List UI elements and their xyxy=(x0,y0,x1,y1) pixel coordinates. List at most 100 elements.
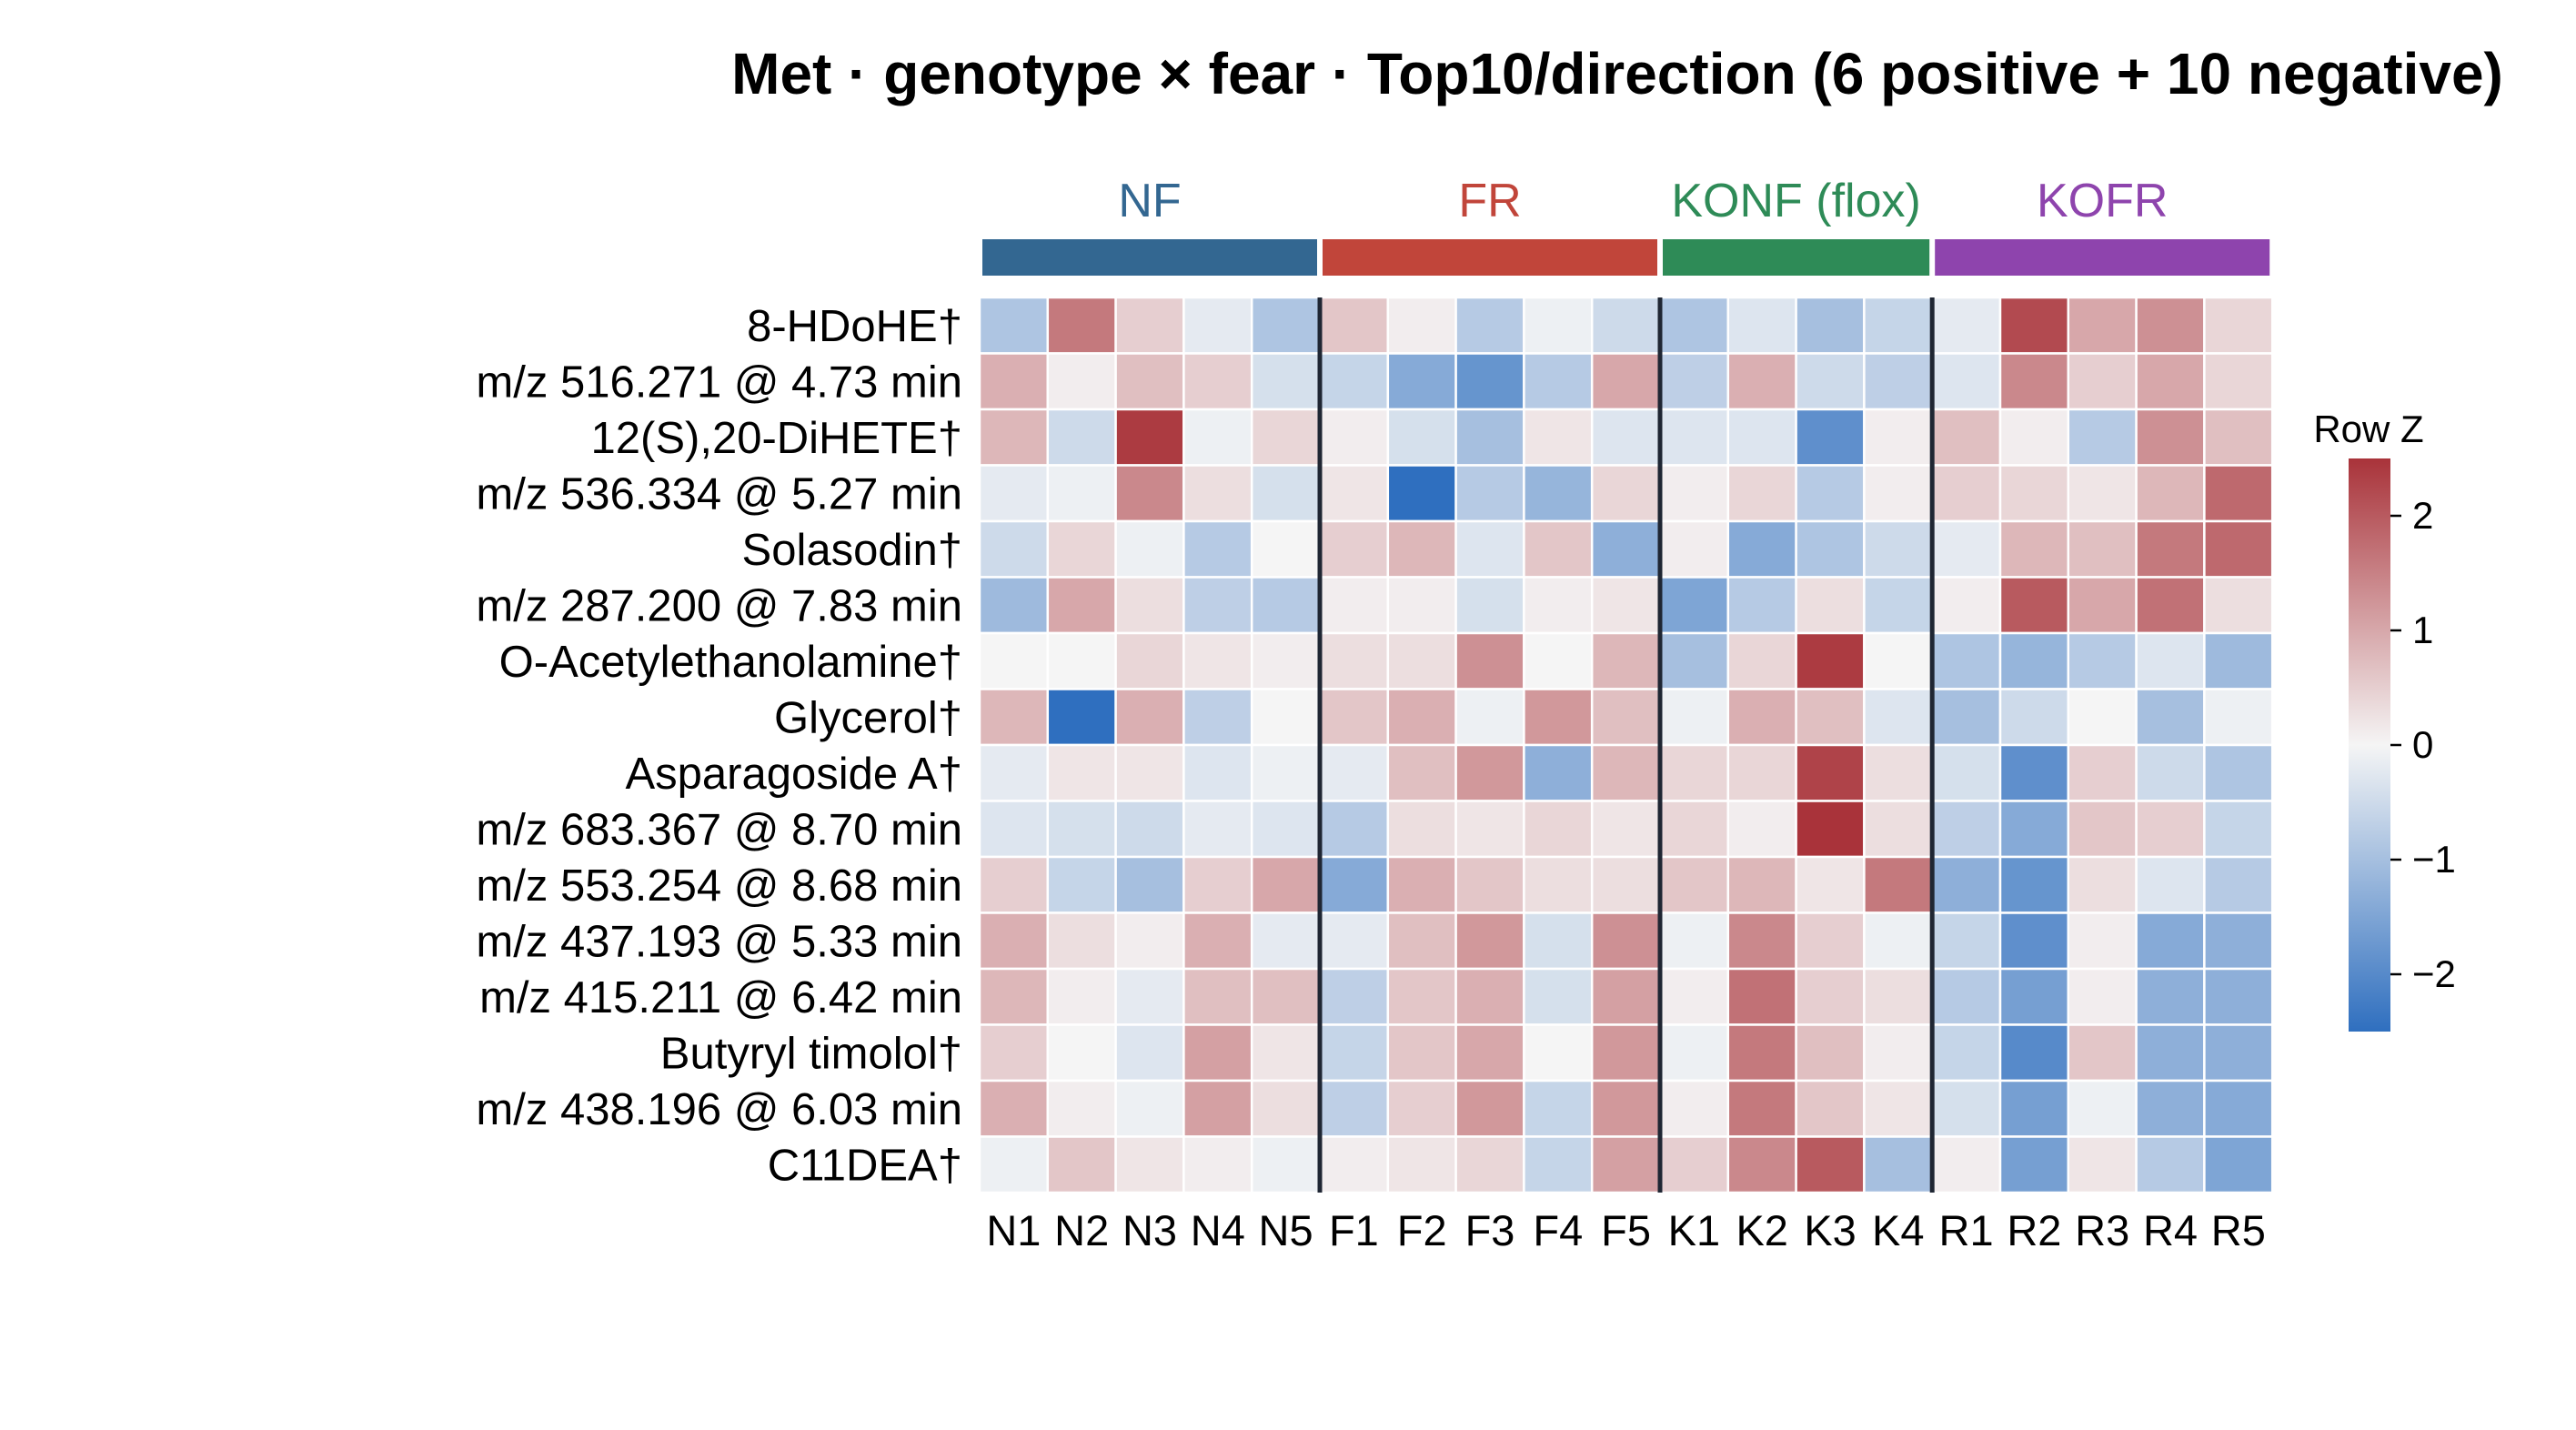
heatmap-cell xyxy=(2067,519,2138,579)
heatmap-cell xyxy=(2203,576,2274,635)
row-label: Asparagoside A† xyxy=(626,750,963,799)
heatmap-cell xyxy=(1998,911,2070,971)
heatmap-cell xyxy=(1523,464,1594,523)
colorbar-gradient xyxy=(2349,458,2390,1032)
heatmap-cell xyxy=(1250,688,1322,747)
heatmap-cell xyxy=(2203,967,2274,1026)
heatmap-cell xyxy=(1250,352,1322,411)
heatmap-cell xyxy=(2203,352,2274,411)
heatmap-cell xyxy=(1386,855,1457,914)
heatmap-cell xyxy=(1114,688,1185,747)
heatmap-cell xyxy=(1114,631,1185,690)
heatmap-cell xyxy=(1454,688,1525,747)
heatmap-cell xyxy=(1250,1023,1322,1083)
heatmap-cell xyxy=(1795,855,1866,914)
heatmap-cell xyxy=(2203,631,2274,690)
heatmap-cell xyxy=(1046,576,1117,635)
heatmap-cell xyxy=(1726,967,1797,1026)
heatmap-cell xyxy=(1998,464,2070,523)
heatmap-cell xyxy=(2067,1135,2138,1194)
column-label: K3 xyxy=(1804,1206,1857,1254)
heatmap-cell xyxy=(1658,1023,1730,1083)
heatmap-cell xyxy=(1930,576,2002,635)
heatmap-cell xyxy=(2203,855,2274,914)
heatmap-cell xyxy=(1386,1023,1457,1083)
heatmap-cell xyxy=(1863,743,1934,802)
heatmap-cell xyxy=(2067,800,2138,859)
heatmap-cell xyxy=(1318,408,1390,467)
heatmap-cell xyxy=(1182,855,1253,914)
heatmap-cell xyxy=(1046,688,1117,747)
heatmap-cell xyxy=(1726,352,1797,411)
heatmap-cell xyxy=(1182,911,1253,971)
column-label: F4 xyxy=(1533,1206,1583,1254)
heatmap-cell xyxy=(1930,1135,2002,1194)
heatmap-cell xyxy=(978,352,1050,411)
heatmap-cell xyxy=(1250,800,1322,859)
heatmap-cell xyxy=(1318,967,1390,1026)
heatmap-cell xyxy=(1114,352,1185,411)
heatmap-cell xyxy=(1454,296,1525,355)
heatmap-cell xyxy=(1930,911,2002,971)
heatmap-cell xyxy=(1114,576,1185,635)
heatmap-cell xyxy=(1658,631,1730,690)
heatmap-cell xyxy=(1658,464,1730,523)
heatmap-cell xyxy=(1250,911,1322,971)
heatmap-cell xyxy=(1046,631,1117,690)
heatmap-cell xyxy=(2135,911,2206,971)
heatmap-cell xyxy=(1114,855,1185,914)
heatmap-cell xyxy=(1998,408,2070,467)
heatmap-cell xyxy=(1795,519,1866,579)
row-label: 12(S),20-DiHETE† xyxy=(591,414,962,463)
heatmap-cell xyxy=(1250,408,1322,467)
heatmap-cell xyxy=(1658,743,1730,802)
colorbar-tick-label: 1 xyxy=(2412,609,2433,651)
heatmap-cell xyxy=(1250,296,1322,355)
heatmap-cell xyxy=(1182,800,1253,859)
heatmap-cell xyxy=(1182,464,1253,523)
column-label: F3 xyxy=(1465,1206,1515,1254)
heatmap-cell xyxy=(1863,464,1934,523)
heatmap-cell xyxy=(1658,688,1730,747)
heatmap-cell xyxy=(1795,967,1866,1026)
heatmap-cell xyxy=(978,631,1050,690)
heatmap-cell xyxy=(2067,743,2138,802)
heatmap-cell xyxy=(1318,296,1390,355)
heatmap-cell xyxy=(1318,576,1390,635)
heatmap-cell xyxy=(1590,631,1662,690)
heatmap-cell xyxy=(1795,688,1866,747)
heatmap-cell xyxy=(2135,1079,2206,1138)
heatmap-cell xyxy=(978,1079,1050,1138)
heatmap-cell xyxy=(1726,576,1797,635)
heatmap-cell xyxy=(1182,519,1253,579)
heatmap-cell xyxy=(1114,1135,1185,1194)
heatmap-cell xyxy=(1114,800,1185,859)
heatmap-cell xyxy=(1182,1079,1253,1138)
heatmap-cell xyxy=(1386,519,1457,579)
heatmap-cell xyxy=(1658,296,1730,355)
heatmap-cell xyxy=(2135,631,2206,690)
heatmap-cell xyxy=(1523,631,1594,690)
heatmap-cell xyxy=(978,576,1050,635)
colorbar: Row Z 2 1 0 −1 −2 xyxy=(2313,408,2456,1032)
heatmap-cell xyxy=(1658,1079,1730,1138)
heatmap-cell xyxy=(1454,631,1525,690)
group-separators xyxy=(1317,297,1935,1193)
column-label: R2 xyxy=(2007,1206,2061,1254)
row-label: m/z 516.271 @ 4.73 min xyxy=(476,358,962,407)
heatmap-cell xyxy=(1998,631,2070,690)
heatmap-cell xyxy=(1795,408,1866,467)
column-label: N3 xyxy=(1122,1206,1177,1254)
column-label: F5 xyxy=(1601,1206,1651,1254)
row-label: m/z 683.367 @ 8.70 min xyxy=(476,805,962,854)
heatmap-cell xyxy=(1930,855,2002,914)
heatmap-cell xyxy=(1182,296,1253,355)
heatmap-cell xyxy=(1795,1079,1866,1138)
heatmap-cell xyxy=(1386,464,1457,523)
heatmap-cell xyxy=(1114,1079,1185,1138)
heatmap-cell xyxy=(1523,911,1594,971)
column-labels: N1 N2 N3 N4 N5 F1 F2 F3 F4 F5 K1 K2 K3 K4 R1 R2 R3 R4 R5 xyxy=(986,1206,2265,1254)
heatmap-cell xyxy=(1046,743,1117,802)
heatmap-cell xyxy=(2203,464,2274,523)
column-label: N4 xyxy=(1191,1206,1245,1254)
